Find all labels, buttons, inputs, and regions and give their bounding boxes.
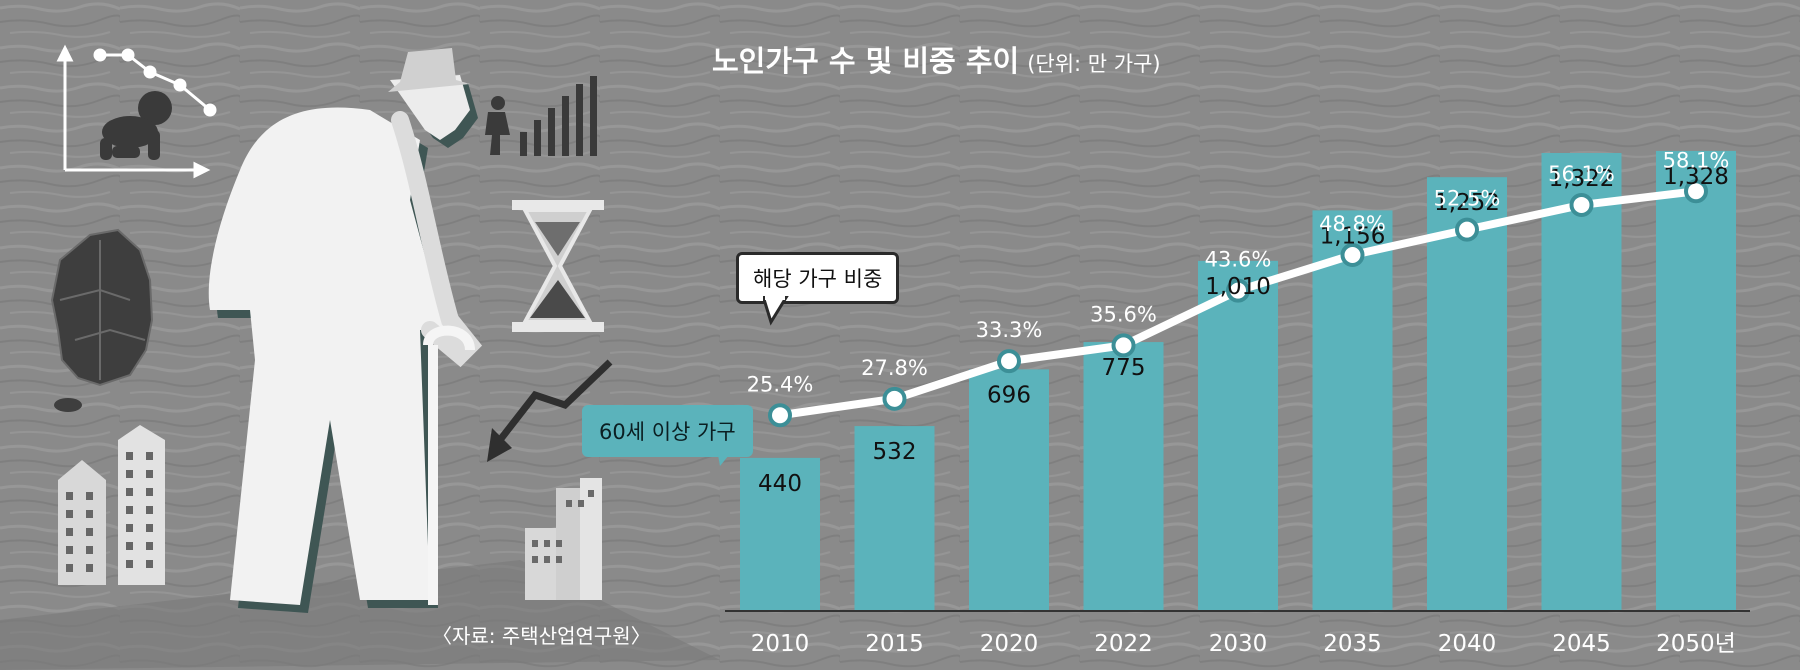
bar	[854, 426, 935, 610]
source-note: 〈자료: 주택산업연구원〉	[432, 624, 651, 648]
line-point-marker	[1455, 217, 1479, 242]
x-tick-label: 2020	[980, 631, 1039, 657]
x-tick-label: 2050년	[1656, 631, 1736, 657]
line-point-marker	[1111, 333, 1136, 358]
line-value-label: 27.8%	[861, 356, 928, 380]
unit-note: (단위: 만 가구)	[1027, 52, 1161, 76]
bar-value-label: 775	[1102, 355, 1146, 381]
bar	[740, 457, 820, 610]
office-buildings-icon	[525, 478, 602, 600]
x-tick-label: 2035	[1323, 631, 1382, 657]
bar-value-label: 532	[873, 439, 917, 465]
bar-value-label: 1,322	[1549, 166, 1615, 192]
bar	[1656, 150, 1736, 610]
bar	[969, 369, 1049, 610]
elderly-man-with-cane-icon	[208, 48, 483, 613]
line-value-label: 25.4%	[747, 372, 814, 396]
line-callout-pointer	[763, 296, 789, 326]
line-series-label: 해당 가구 비중	[753, 267, 883, 291]
x-tick-label: 2010	[751, 631, 810, 657]
line-point-marker	[882, 386, 907, 411]
line-value-label: 56.1%	[1548, 162, 1615, 186]
x-tick-label: 2022	[1094, 631, 1153, 657]
bar	[1312, 210, 1393, 611]
bar-series-label: 60세 이상 가구	[599, 420, 736, 444]
crawling-baby-icon	[100, 91, 172, 160]
hourglass-icon	[512, 200, 604, 332]
declining-line-chart-icon	[56, 44, 217, 179]
bar-value-label: 696	[987, 382, 1031, 408]
line-value-label: 33.3%	[976, 318, 1043, 342]
korea-map-icon	[50, 228, 154, 412]
bar-value-label: 1,328	[1663, 164, 1729, 190]
down-arrow-icon	[487, 359, 613, 462]
line-value-label: 48.8%	[1319, 212, 1386, 236]
x-tick-label: 2040	[1438, 631, 1497, 657]
bar	[1427, 177, 1507, 610]
apartment-buildings-icon	[58, 425, 165, 585]
line-point-marker	[1684, 179, 1708, 204]
bar-value-label: 1,252	[1434, 190, 1500, 216]
bar-value-label: 1,010	[1205, 274, 1271, 300]
line-point-marker	[997, 349, 1021, 374]
line-point-marker	[768, 403, 792, 428]
x-tick-label: 2015	[865, 631, 924, 657]
bar-value-label: 440	[758, 471, 802, 497]
line-series-callout: 해당 가구 비중	[736, 252, 900, 304]
line-value-label: 52.5%	[1434, 187, 1501, 211]
bar	[1198, 260, 1278, 610]
bar-value-label: 1,156	[1320, 223, 1386, 249]
line-point-marker	[1569, 192, 1594, 217]
rising-bar-chart-icon	[485, 76, 597, 156]
bar	[1083, 342, 1164, 610]
chart-title: 노인가구 수 및 비중 추이	[712, 44, 1020, 78]
bar-callout-pointer	[716, 444, 738, 466]
bar	[1541, 152, 1622, 610]
line-point-marker	[1340, 242, 1365, 267]
x-tick-label: 2030	[1209, 631, 1268, 657]
line-value-label: 35.6%	[1090, 302, 1157, 326]
line-value-label: 58.1%	[1663, 148, 1730, 172]
x-tick-label: 2045	[1552, 631, 1611, 657]
line-point-marker	[1226, 278, 1250, 303]
line-value-label: 43.6%	[1205, 248, 1272, 272]
chart-title-block: 노인가구 수 및 비중 추이 (단위: 만 가구)	[712, 38, 1161, 80]
